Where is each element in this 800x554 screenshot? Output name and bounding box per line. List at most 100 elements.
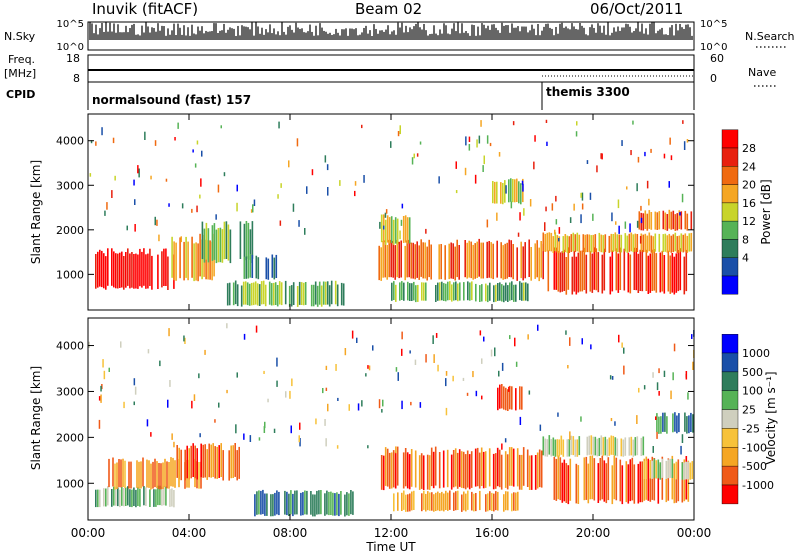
data-speckle <box>514 337 516 347</box>
data-cell <box>540 241 542 278</box>
data-cell <box>139 488 141 507</box>
data-cell <box>394 217 397 244</box>
noise-panel: N.Sky 10^5 10^0 10^5 10^0 N.Search <box>4 19 795 53</box>
data-cell <box>520 183 522 205</box>
data-cell <box>475 493 477 512</box>
data-cell <box>510 240 512 278</box>
data-cell <box>471 491 473 511</box>
colorbar-swatch <box>721 409 739 429</box>
data-cell <box>508 239 510 277</box>
data-speckle <box>465 136 467 146</box>
data-cell <box>423 490 425 510</box>
data-cell <box>647 255 650 294</box>
data-cell <box>220 443 222 477</box>
data-speckle <box>296 138 299 147</box>
data-speckle <box>555 219 558 225</box>
data-cell <box>552 437 555 456</box>
data-cell <box>260 490 262 515</box>
data-cell <box>435 492 437 511</box>
data-cell <box>97 251 99 288</box>
data-cell <box>433 494 435 512</box>
data-cell <box>473 493 475 512</box>
data-speckle <box>291 378 293 387</box>
data-cell <box>481 284 483 302</box>
data-cell <box>142 457 144 487</box>
data-cell <box>485 494 487 512</box>
data-speckle <box>655 416 657 420</box>
data-cell <box>522 246 524 281</box>
data-cell <box>498 449 501 488</box>
data-cell <box>655 460 658 479</box>
data-speckle <box>199 433 201 438</box>
data-speckle <box>482 165 484 172</box>
data-speckle <box>522 183 524 192</box>
colorbar-swatch <box>721 484 739 505</box>
data-cell <box>278 281 281 305</box>
freq-tick-top: 18 <box>66 52 80 65</box>
data-speckle <box>171 433 173 440</box>
data-cell <box>188 448 190 480</box>
data-cell <box>594 436 597 456</box>
data-cell <box>318 281 321 305</box>
data-cell <box>420 239 422 277</box>
data-cell <box>685 249 688 292</box>
data-cell <box>396 239 398 278</box>
data-cell <box>487 285 489 303</box>
data-cell <box>464 240 466 278</box>
data-cell <box>214 446 216 479</box>
data-cell <box>637 463 640 504</box>
data-cell <box>688 233 691 252</box>
data-cell <box>508 447 511 486</box>
data-cell <box>686 235 689 253</box>
data-cell <box>563 249 566 291</box>
colorbar-swatch <box>721 184 739 204</box>
data-cell <box>128 461 130 489</box>
data-cell <box>542 232 545 252</box>
noise-trace <box>89 22 693 40</box>
data-speckle <box>632 120 634 125</box>
data-cell <box>238 446 240 479</box>
data-cell <box>634 437 637 456</box>
data-cell <box>553 456 556 500</box>
data-cell <box>438 452 441 489</box>
data-speckle <box>505 185 507 194</box>
data-speckle <box>325 387 328 391</box>
data-cell <box>470 451 473 488</box>
data-speckle <box>133 378 136 386</box>
noise-right-tick-bottom: 10^0 <box>700 42 727 53</box>
data-cell <box>620 438 623 457</box>
data-cell <box>640 437 643 456</box>
data-cell <box>675 461 678 480</box>
data-cell <box>512 448 515 487</box>
data-cell <box>478 452 481 489</box>
data-cell <box>669 255 672 294</box>
data-speckle <box>486 219 489 228</box>
colorbar-swatch <box>721 334 739 354</box>
data-speckle <box>557 412 559 417</box>
colorbar-tick-label: 4 <box>742 252 749 265</box>
data-speckle <box>610 418 613 422</box>
data-cell <box>296 490 298 515</box>
data-cell <box>258 490 260 515</box>
data-cell <box>437 282 439 301</box>
data-cell <box>115 253 117 289</box>
data-cell <box>410 449 413 487</box>
data-cell <box>497 491 499 511</box>
data-cell <box>155 489 157 507</box>
data-cell <box>519 386 521 410</box>
data-cell <box>527 283 529 302</box>
data-speckle <box>490 349 493 357</box>
data-cell <box>479 490 481 511</box>
data-cell <box>300 492 302 516</box>
data-cell <box>115 486 117 506</box>
data-cell <box>625 461 628 503</box>
data-cell <box>326 281 329 305</box>
data-speckle <box>324 419 326 426</box>
data-cell <box>318 490 320 515</box>
x-tick-label: 20:00 <box>576 526 611 540</box>
data-cell <box>644 210 647 229</box>
data-cell <box>190 445 192 479</box>
data-cell <box>392 450 395 488</box>
data-cell <box>111 489 113 507</box>
data-cell <box>482 242 484 279</box>
